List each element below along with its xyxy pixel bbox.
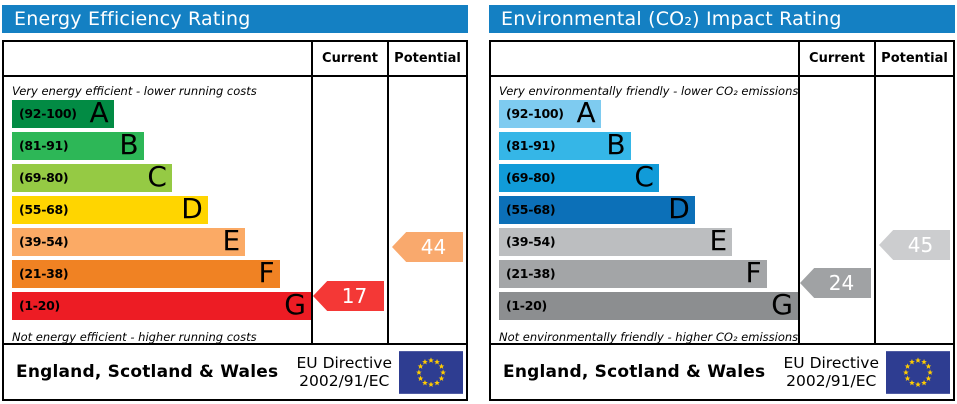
band-letter: C [147,160,167,193]
band-letter: A [576,96,596,129]
current-rating-arrow: 24 [800,268,871,298]
band-range-label: (92-100) [506,106,564,121]
band-range-label: (39-54) [506,234,556,249]
current-rating-arrow: 17 [313,281,384,311]
band-letter: A [89,96,109,129]
top-caption: Very environmentally friendly - lower CO… [499,84,798,98]
band-d: (55-68) D [12,192,208,225]
band-e: (39-54) E [499,224,733,257]
potential-rating-value: 45 [907,233,934,257]
band-letter: G [284,288,306,321]
band-d: (55-68) D [499,192,695,225]
band-range-label: (21-38) [19,266,69,281]
rating-table: Current Potential Very energy efficient … [2,40,468,401]
potential-rating-value: 44 [420,235,447,259]
top-caption: Very energy efficient - lower running co… [12,84,257,98]
region-label: England, Scotland & Wales [503,362,766,382]
band-letter: F [745,256,762,289]
potential-rating-arrow: 45 [879,230,950,260]
table-corner-cell [4,42,311,77]
panel-title: Energy Efficiency Rating [2,5,468,33]
band-range-label: (92-100) [19,106,77,121]
band-range-label: (1-20) [506,298,547,313]
band-letter: D [181,192,203,225]
band-range-label: (69-80) [19,170,69,185]
band-letter: C [634,160,654,193]
panel-footer: England, Scotland & Wales EU Directive 2… [491,343,953,399]
band-c: (69-80) C [499,160,659,193]
band-f: (21-38) F [12,256,280,289]
bottom-caption: Not environmentally friendly - higher CO… [499,330,798,344]
band-list: (92-100) A (81-91) B (69-80) C (55-68) D (39-54)… [491,96,798,321]
potential-rating-arrow: 44 [392,232,463,262]
current-rating-value: 24 [828,271,855,295]
band-range-label: (21-38) [506,266,556,281]
band-scale-area: Very energy efficient - lower running co… [4,77,311,343]
band-range-label: (39-54) [19,234,69,249]
band-range-label: (69-80) [506,170,556,185]
eu-directive-label: EU Directive 2002/91/EC [783,354,880,390]
band-scale-area: Very environmentally friendly - lower CO… [491,77,798,343]
band-a: (92-100) A [12,96,114,129]
band-list: (92-100) A (81-91) B (69-80) C (55-68) D (39-54)… [4,96,311,321]
current-column-header: Current [311,42,387,77]
band-range-label: (81-91) [19,138,69,153]
rating-table: Current Potential Very environmentally f… [489,40,955,401]
bottom-caption: Not energy efficient - higher running co… [12,330,257,344]
table-corner-cell [491,42,798,77]
band-letter: F [258,256,275,289]
current-column: 24 [798,77,874,343]
potential-column: 45 [874,77,953,343]
band-range-label: (1-20) [19,298,60,313]
band-letter: G [771,288,793,321]
band-letter: D [668,192,690,225]
eu-flag-icon [886,350,950,394]
band-letter: E [709,224,728,257]
eu-directive-label: EU Directive 2002/91/EC [296,354,393,390]
band-c: (69-80) C [12,160,172,193]
potential-column: 44 [387,77,466,343]
panel-title: Environmental (CO₂) Impact Rating [489,5,955,33]
environmental-impact-panel: Environmental (CO₂) Impact Rating Curren… [489,5,955,404]
band-range-label: (55-68) [506,202,556,217]
band-g: (1-20) G [12,288,311,321]
band-range-label: (55-68) [19,202,69,217]
band-letter: B [119,128,139,161]
band-b: (81-91) B [12,128,144,161]
band-range-label: (81-91) [506,138,556,153]
band-letter: E [222,224,241,257]
current-column: 17 [311,77,387,343]
band-g: (1-20) G [499,288,798,321]
potential-column-header: Potential [874,42,953,77]
eu-flag-icon [399,350,463,394]
band-b: (81-91) B [499,128,631,161]
region-label: England, Scotland & Wales [16,362,279,382]
band-letter: B [606,128,626,161]
current-column-header: Current [798,42,874,77]
band-f: (21-38) F [499,256,767,289]
band-a: (92-100) A [499,96,601,129]
band-e: (39-54) E [12,224,246,257]
current-rating-value: 17 [341,284,368,308]
panel-footer: England, Scotland & Wales EU Directive 2… [4,343,466,399]
potential-column-header: Potential [387,42,466,77]
energy-efficiency-panel: Energy Efficiency Rating Current Potenti… [2,5,468,404]
